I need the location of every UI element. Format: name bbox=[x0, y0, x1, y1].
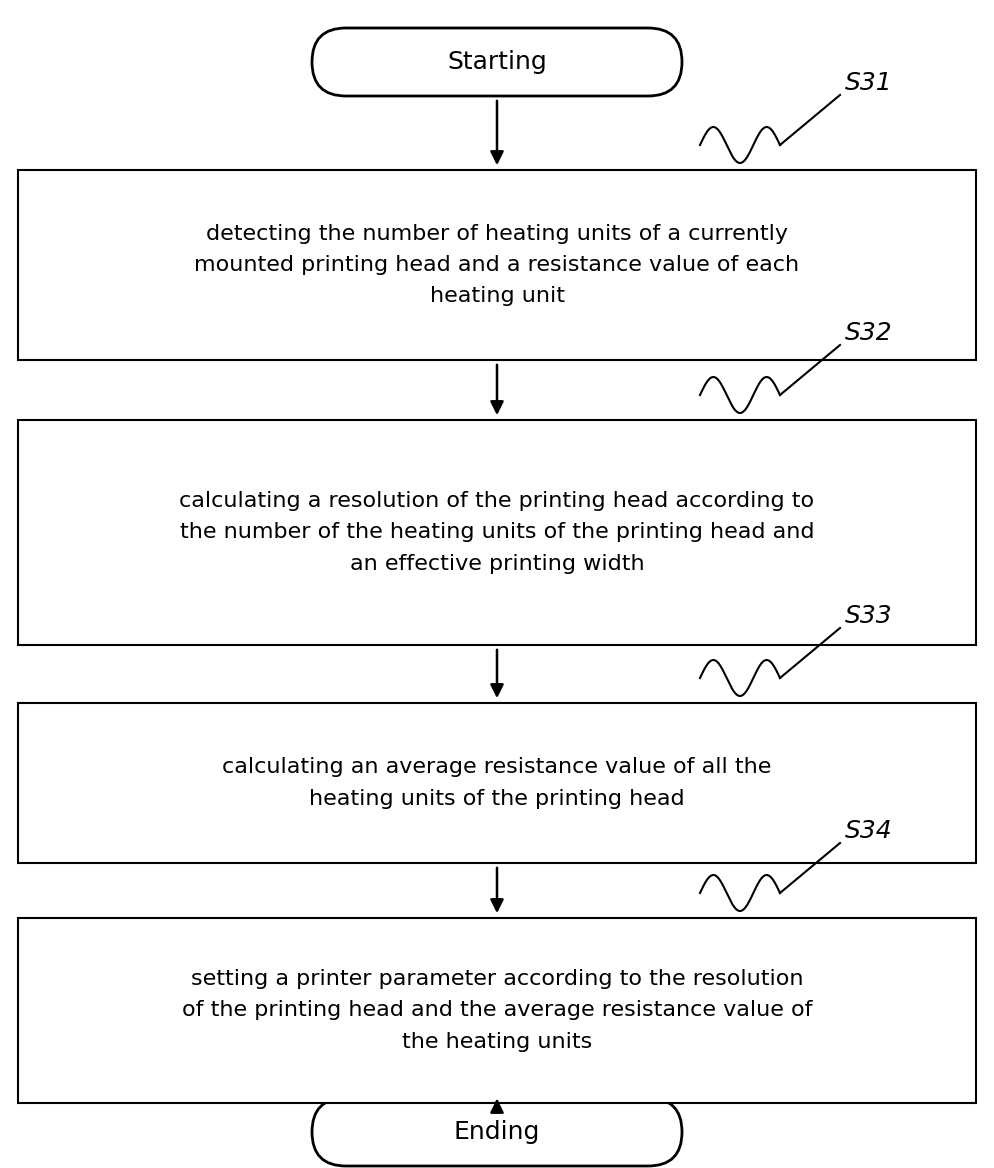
Text: Starting: Starting bbox=[447, 50, 547, 74]
Text: detecting the number of heating units of a currently
mounted printing head and a: detecting the number of heating units of… bbox=[195, 224, 799, 306]
Bar bbox=[18, 171, 976, 360]
Text: S31: S31 bbox=[845, 71, 893, 95]
Bar bbox=[18, 703, 976, 863]
Text: calculating an average resistance value of all the
heating units of the printing: calculating an average resistance value … bbox=[223, 757, 771, 808]
Text: S34: S34 bbox=[845, 819, 893, 843]
Text: S33: S33 bbox=[845, 604, 893, 628]
Text: calculating a resolution of the printing head according to
the number of the hea: calculating a resolution of the printing… bbox=[180, 492, 814, 573]
Bar bbox=[18, 918, 976, 1103]
Text: setting a printer parameter according to the resolution
of the printing head and: setting a printer parameter according to… bbox=[182, 969, 812, 1051]
Bar bbox=[18, 420, 976, 645]
FancyBboxPatch shape bbox=[312, 1098, 682, 1166]
Text: S32: S32 bbox=[845, 321, 893, 345]
Text: Ending: Ending bbox=[454, 1120, 540, 1143]
FancyBboxPatch shape bbox=[312, 28, 682, 96]
